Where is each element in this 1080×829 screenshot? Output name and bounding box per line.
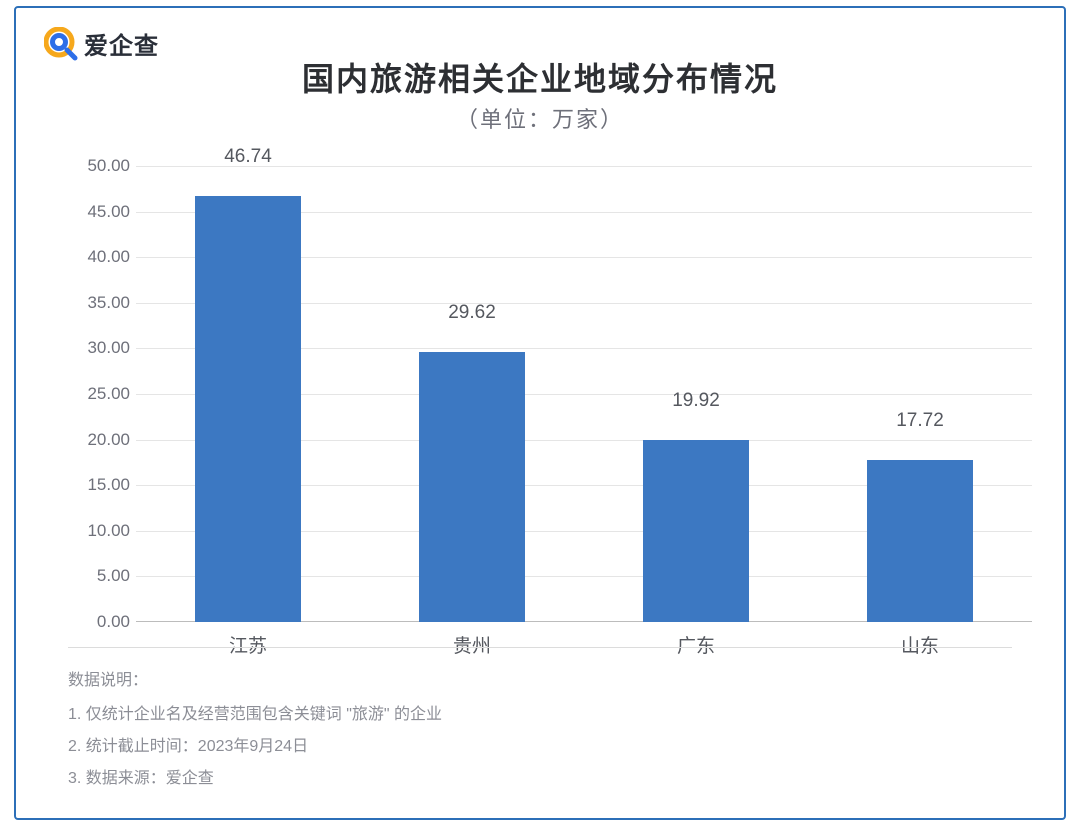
bar <box>867 460 972 622</box>
y-tick-label: 15.00 <box>76 475 130 495</box>
y-tick-label: 0.00 <box>76 612 130 632</box>
bar-value-label: 29.62 <box>412 302 532 324</box>
y-tick-label: 40.00 <box>76 247 130 267</box>
bar-chart: 0.00 5.00 10.00 15.00 20.00 25.00 30.00 35.00 40… <box>72 166 1032 666</box>
chart-title: 国内旅游相关企业地域分布情况 <box>16 54 1064 100</box>
footnotes-divider <box>68 647 1012 648</box>
footnotes-heading: 数据说明： <box>68 666 1012 690</box>
footnote-item: 1. 仅统计企业名及经营范围包含关键词 "旅游" 的企业 <box>68 700 1012 724</box>
y-tick-label: 50.00 <box>76 156 130 176</box>
bar-value-label: 17.72 <box>860 410 980 432</box>
y-tick-label: 20.00 <box>76 430 130 450</box>
footnote-item: 2. 统计截止时间：2023年9月24日 <box>68 732 1012 756</box>
bar-value-label: 19.92 <box>636 390 756 412</box>
plot-area: 0.005.0010.0015.0020.0025.0030.0035.0040… <box>136 166 1032 622</box>
bar <box>419 352 524 622</box>
bar <box>195 196 300 622</box>
footnotes: 数据说明： 1. 仅统计企业名及经营范围包含关键词 "旅游" 的企业 2. 统计… <box>68 647 1012 796</box>
y-tick-label: 45.00 <box>76 202 130 222</box>
bar-value-label: 46.74 <box>188 146 308 168</box>
y-tick-label: 30.00 <box>76 338 130 358</box>
y-tick-label: 35.00 <box>76 293 130 313</box>
chart-subtitle: （单位：万家） <box>16 102 1064 134</box>
y-tick-label: 5.00 <box>76 566 130 586</box>
y-tick-label: 10.00 <box>76 521 130 541</box>
bar <box>643 440 748 622</box>
footnote-item: 3. 数据来源：爱企查 <box>68 764 1012 788</box>
y-tick-label: 25.00 <box>76 384 130 404</box>
chart-card: 爱企查 国内旅游相关企业地域分布情况 （单位：万家） 0.005.0010.00… <box>14 6 1066 820</box>
